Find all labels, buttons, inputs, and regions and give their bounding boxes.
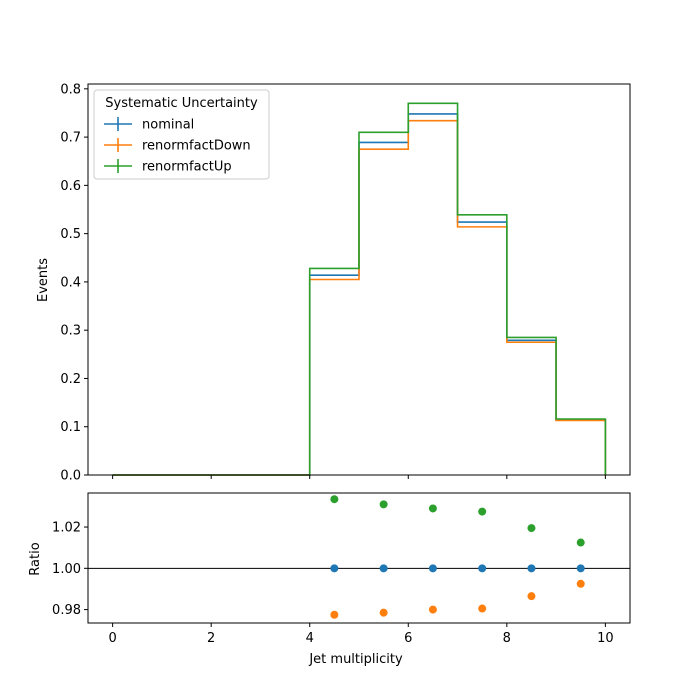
ratio-point-renormfactUp	[478, 507, 487, 516]
ratio-y-tick-label: 0.98	[52, 603, 81, 618]
ratio-plot-frame	[87, 492, 631, 624]
legend-box	[93, 89, 270, 180]
x-tick-label: 10	[597, 631, 614, 646]
legend-entry-nominal: nominal	[104, 117, 194, 133]
main-y-tick-label: 0.1	[60, 420, 81, 435]
ratio-point-nominal	[478, 564, 487, 573]
x-tick-label: 0	[108, 631, 116, 646]
ratio-point-renormfactDown	[428, 605, 437, 614]
x-tick-label: 6	[404, 631, 412, 646]
ratio-point-nominal	[576, 564, 585, 573]
ratio-point-renormfactUp	[428, 504, 437, 513]
main-y-tick-label: 0.3	[60, 324, 81, 339]
ratio-point-renormfactDown	[379, 608, 388, 617]
ratio-plot-area	[88, 493, 630, 623]
main-x-ticks	[112, 475, 606, 479]
ratio-y-tick-label: 1.02	[52, 521, 81, 536]
legend: Systematic Uncertainty nominal renormfact…	[93, 89, 270, 180]
x-tick-label: 8	[503, 631, 511, 646]
ratio-point-renormfactDown	[330, 610, 339, 619]
main-y-axis-label: Events	[36, 258, 51, 302]
ratio-point-renormfactUp	[379, 500, 388, 509]
legend-entry-renormfactDown: renormfactDown	[104, 138, 251, 154]
ratio-point-renormfactDown	[478, 604, 487, 613]
legend-label: renormfactUp	[142, 160, 232, 175]
legend-entry-renormfactUp: renormfactUp	[104, 159, 232, 175]
ratio-points	[330, 495, 585, 619]
x-axis-label: Jet multiplicity	[308, 652, 403, 667]
main-y-tick-label: 0.8	[60, 82, 81, 97]
ratio-point-renormfactUp	[330, 495, 339, 504]
x-tick-label: 4	[306, 631, 314, 646]
main-y-ticks: 0.0 0.1 0.2 0.3 0.4 0.5 0.6 0.7 0.8	[60, 82, 88, 484]
main-y-tick-label: 0.0	[60, 469, 81, 484]
ratio-point-nominal	[428, 564, 437, 573]
ratio-panel: 0.98 1.00 1.02 0 2 4 6 8 10 Ratio Jet multiplic…	[28, 492, 631, 667]
ratio-y-ticks: 0.98 1.00 1.02	[52, 521, 88, 618]
legend-label: renormfactDown	[142, 139, 251, 154]
ratio-x-ticks: 0 2 4 6 8 10	[108, 623, 614, 646]
main-y-tick-label: 0.6	[60, 179, 81, 194]
x-tick-label: 2	[207, 631, 215, 646]
main-panel: 0.0 0.1 0.2 0.3 0.4 0.5 0.6 0.7 0.8 Events Syste…	[36, 82, 631, 484]
main-plot-frame	[87, 83, 631, 476]
legend-title: Systematic Uncertainty	[105, 96, 258, 111]
ratio-point-renormfactUp	[527, 524, 536, 533]
ratio-y-tick-label: 1.00	[52, 562, 81, 577]
ratio-point-nominal	[379, 564, 388, 573]
main-y-tick-label: 0.7	[60, 131, 81, 146]
ratio-y-axis-label: Ratio	[28, 542, 43, 575]
main-y-tick-label: 0.2	[60, 372, 81, 387]
main-y-tick-label: 0.5	[60, 227, 81, 242]
legend-label: nominal	[142, 118, 194, 133]
main-y-tick-label: 0.4	[60, 275, 81, 290]
ratio-point-renormfactDown	[576, 579, 585, 588]
ratio-point-nominal	[527, 564, 536, 573]
ratio-point-nominal	[330, 564, 339, 573]
ratio-point-renormfactDown	[527, 592, 536, 601]
ratio-point-renormfactUp	[576, 538, 585, 547]
